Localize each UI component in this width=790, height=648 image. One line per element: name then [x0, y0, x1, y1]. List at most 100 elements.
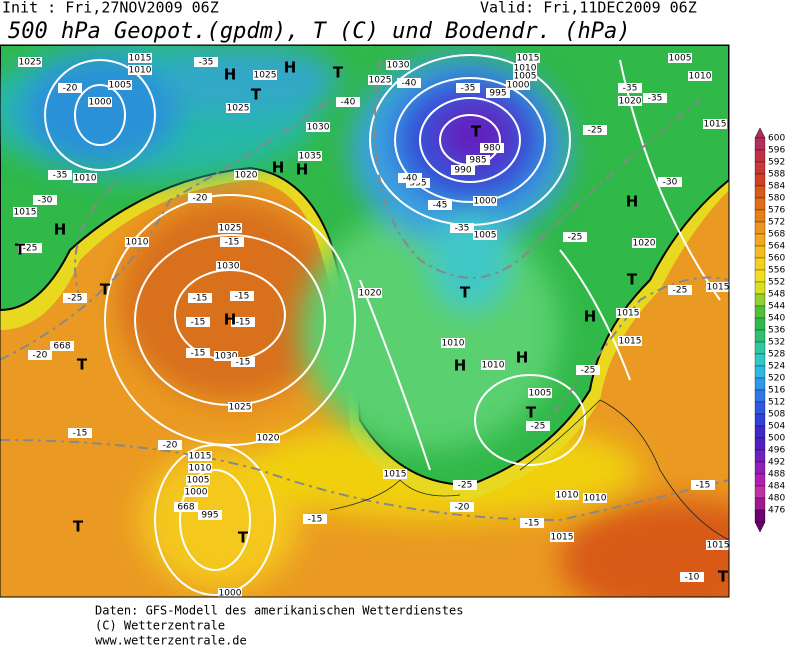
- contour-label: -25: [68, 294, 83, 304]
- legend-swatch: [754, 509, 766, 523]
- label-bg: [303, 514, 327, 524]
- contour-label: 1020: [235, 171, 258, 181]
- pressure-center: T: [471, 123, 482, 141]
- legend-swatch: [754, 293, 766, 307]
- legend-label: 576: [768, 206, 785, 216]
- legend-arrow: [754, 127, 766, 139]
- contour-label: 1000: [185, 488, 208, 498]
- legend-swatch: [754, 473, 766, 487]
- label-bg: [68, 428, 92, 438]
- contour-label: 1000: [507, 81, 530, 91]
- contour-label: -45: [433, 201, 448, 211]
- contour-label: -30: [663, 178, 678, 188]
- label-bg: [668, 53, 692, 63]
- contour-label: 990: [454, 166, 471, 176]
- legend-swatch: [754, 209, 766, 223]
- label-bg: [506, 80, 530, 90]
- legend-label: 500: [768, 434, 785, 444]
- coastline: [329, 399, 729, 541]
- contour-label: 1020: [359, 289, 382, 299]
- label-bg: [216, 261, 240, 271]
- label-bg: [306, 122, 330, 132]
- legend-swatch: [754, 377, 766, 391]
- map-title: 500 hPa Geopot.(gpdm), T (C) und Bodendr…: [8, 19, 631, 44]
- legend-swatch: [754, 257, 766, 271]
- legend-swatch: [754, 137, 766, 151]
- label-bg: [174, 502, 198, 512]
- contour-label: -15: [193, 294, 208, 304]
- legend-label: 588: [768, 170, 785, 180]
- label-bg: [486, 88, 510, 98]
- legend-label: 540: [768, 314, 785, 324]
- label-bg: [583, 493, 607, 503]
- legend-swatch: [754, 317, 766, 331]
- legend-label: 496: [768, 446, 785, 456]
- contour-label: 995: [201, 511, 218, 521]
- label-bg: [108, 80, 132, 90]
- label-bg: [450, 502, 474, 512]
- label-bg: [516, 53, 540, 63]
- contour-label: 1025: [369, 76, 392, 86]
- label-bg: [188, 193, 212, 203]
- label-bg: [658, 177, 682, 187]
- legend-label: 584: [768, 182, 785, 192]
- legend-swatch: [754, 365, 766, 379]
- contour-label: 1030: [217, 262, 240, 272]
- valid-time: Valid: Fri,11DEC2009 06Z: [480, 0, 697, 17]
- contour-label: 1015: [189, 452, 212, 462]
- legend-swatch: [754, 461, 766, 475]
- label-bg: [336, 97, 360, 107]
- contour-label: -35: [455, 224, 470, 234]
- label-bg: [125, 237, 149, 247]
- label-bg: [48, 170, 72, 180]
- contour-label: 1005: [187, 476, 210, 486]
- label-bg: [188, 451, 212, 461]
- label-bg: [218, 223, 242, 233]
- contour-label: 1035: [299, 152, 322, 162]
- init-time: Init : Fri,27NOV2009 06Z: [2, 0, 219, 17]
- legend-label: 512: [768, 398, 785, 408]
- contour-label: 1010: [482, 361, 505, 371]
- label-bg: [158, 440, 182, 450]
- label-bg: [618, 336, 642, 346]
- label-bg: [473, 230, 497, 240]
- legend-label: 480: [768, 494, 785, 504]
- contour-label: 1015: [707, 541, 730, 551]
- label-bg: [220, 237, 244, 247]
- contour-label: 1025: [229, 403, 252, 413]
- contour-label: 1005: [514, 72, 537, 82]
- label-bg: [583, 125, 607, 135]
- contour-label: -20: [63, 84, 78, 94]
- contour-label: 995: [409, 179, 426, 189]
- pressure-center: T: [333, 64, 344, 82]
- label-bg: [234, 170, 258, 180]
- label-bg: [63, 293, 87, 303]
- label-bg: [18, 243, 42, 253]
- contour-label: 1025: [219, 224, 242, 234]
- label-bg: [186, 317, 210, 327]
- contour-label: 1015: [517, 54, 540, 64]
- label-bg: [513, 63, 537, 73]
- label-bg: [453, 480, 477, 490]
- label-bg: [691, 480, 715, 490]
- legend-swatch: [754, 497, 766, 511]
- label-bg: [194, 57, 218, 67]
- pressure-center: H: [224, 66, 237, 84]
- contour-label: 1000: [219, 589, 242, 599]
- legend-label: 572: [768, 218, 785, 228]
- label-bg: [198, 510, 222, 520]
- label-bg: [253, 70, 277, 80]
- contour-label: 1020: [619, 97, 642, 107]
- contour-label: 1010: [126, 238, 149, 248]
- contour-label: 1010: [689, 72, 712, 82]
- label-bg: [358, 288, 382, 298]
- legend-swatch: [754, 449, 766, 463]
- contour-label: -25: [673, 286, 688, 296]
- legend-label: 504: [768, 422, 785, 432]
- contour-label: 1005: [529, 389, 552, 399]
- legend-label: 596: [768, 146, 785, 156]
- contour-label: 1020: [633, 239, 656, 249]
- legend-label: 548: [768, 290, 785, 300]
- label-bg: [228, 402, 252, 412]
- legend-label: 560: [768, 254, 785, 264]
